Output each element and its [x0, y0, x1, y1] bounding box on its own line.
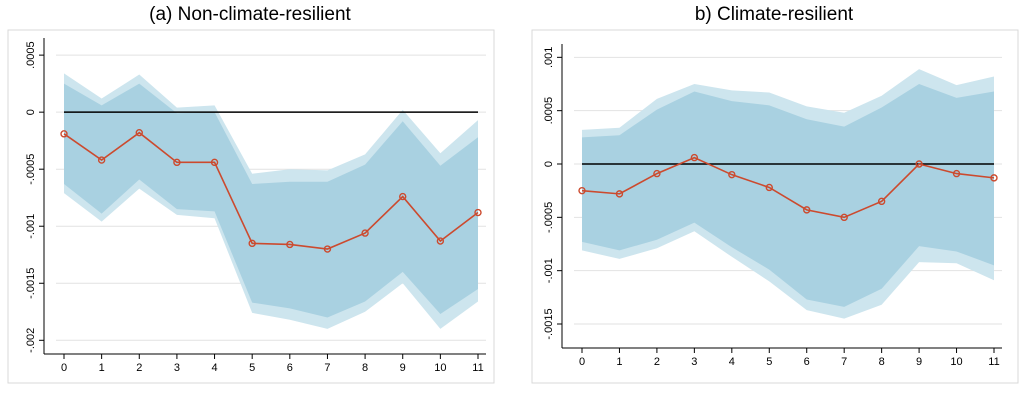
y-tick-label: -.0005 [543, 202, 555, 233]
x-tick-label: 4 [729, 356, 735, 368]
data-point [436, 237, 445, 245]
data-point [690, 153, 699, 162]
data-point [990, 174, 998, 182]
x-tick-label: 1 [99, 362, 105, 374]
data-point [952, 169, 961, 178]
data-point [653, 169, 661, 178]
data-point [877, 197, 886, 206]
data-point [803, 206, 811, 214]
data-point [399, 192, 407, 201]
x-tick-label: 5 [766, 356, 772, 368]
data-point [615, 190, 624, 198]
x-tick-label: 8 [879, 356, 885, 368]
data-point [728, 170, 736, 179]
chart-title: b) Climate-resilient [694, 4, 854, 25]
x-tick-label: 7 [841, 356, 847, 368]
data-point [210, 158, 219, 167]
data-point [97, 156, 106, 164]
x-tick-label: 3 [691, 356, 697, 368]
x-tick-label: 2 [654, 356, 660, 368]
y-tick-label: .001 [543, 47, 555, 68]
data-point [135, 128, 143, 137]
x-tick-label: 6 [287, 362, 293, 374]
y-tick-label: .0005 [25, 41, 37, 69]
chart-svg: .0005 0 -.0005 -.001 -.0015 -.002 0 1 2 3 4 5 6 7 8 9 10… [7, 29, 495, 384]
x-tick-label: 3 [174, 362, 180, 374]
chart-title: (a) Non-climate-resilient [149, 4, 351, 25]
x-tick-label: 10 [434, 362, 446, 374]
x-tick-label: 8 [362, 362, 368, 374]
y-tick-label: -.0015 [25, 268, 37, 299]
data-point [173, 158, 181, 167]
data-point [323, 245, 332, 253]
x-tick-label: 6 [804, 356, 810, 368]
y-tick-label: 0 [25, 109, 37, 115]
data-point [765, 183, 773, 192]
y-tick-label: .0005 [543, 97, 555, 125]
y-tick-label: -.001 [25, 214, 37, 239]
data-point [840, 213, 848, 222]
x-tick-label: 0 [61, 362, 67, 374]
chart-panel-climate-resilient: b) Climate-resilient .001 .0005 0 -.0005 -.0… [524, 0, 1024, 402]
x-tick-label: 2 [136, 362, 142, 374]
x-tick-label: 11 [988, 356, 999, 368]
x-tick-label: 11 [472, 362, 483, 374]
data-point [60, 130, 68, 138]
confidence-band-inner [64, 83, 478, 318]
x-tick-label: 0 [579, 356, 585, 368]
y-tick-label: -.001 [543, 258, 555, 283]
x-tick-label: 5 [249, 362, 255, 374]
confidence-band-inner [582, 84, 994, 307]
data-point [248, 239, 256, 248]
x-tick-label: 4 [211, 362, 217, 374]
x-tick-label: 7 [324, 362, 330, 374]
y-tick-label: -.002 [25, 328, 37, 353]
y-tick-label: 0 [543, 161, 555, 167]
data-point [286, 240, 294, 249]
x-tick-label: 10 [950, 356, 962, 368]
x-tick-label: 9 [916, 356, 922, 368]
x-tick-label: 1 [616, 356, 622, 368]
data-point [578, 186, 586, 195]
chart-panel-non-climate-resilient: (a) Non-climate-resilient .0005 0 -.0005 -.… [0, 0, 500, 402]
y-tick-label: -.0005 [25, 154, 37, 185]
series-line [581, 156, 995, 219]
data-point [474, 208, 482, 217]
x-tick-label: 9 [400, 362, 406, 374]
y-tick-label: -.0015 [543, 308, 555, 339]
series-line [63, 131, 479, 250]
data-point [361, 229, 369, 237]
chart-svg: .001 .0005 0 -.0005 -.001 -.0015 0 1 2 3 4 5 6 7 8 9 10 1… [531, 29, 1019, 384]
data-point [915, 160, 923, 168]
